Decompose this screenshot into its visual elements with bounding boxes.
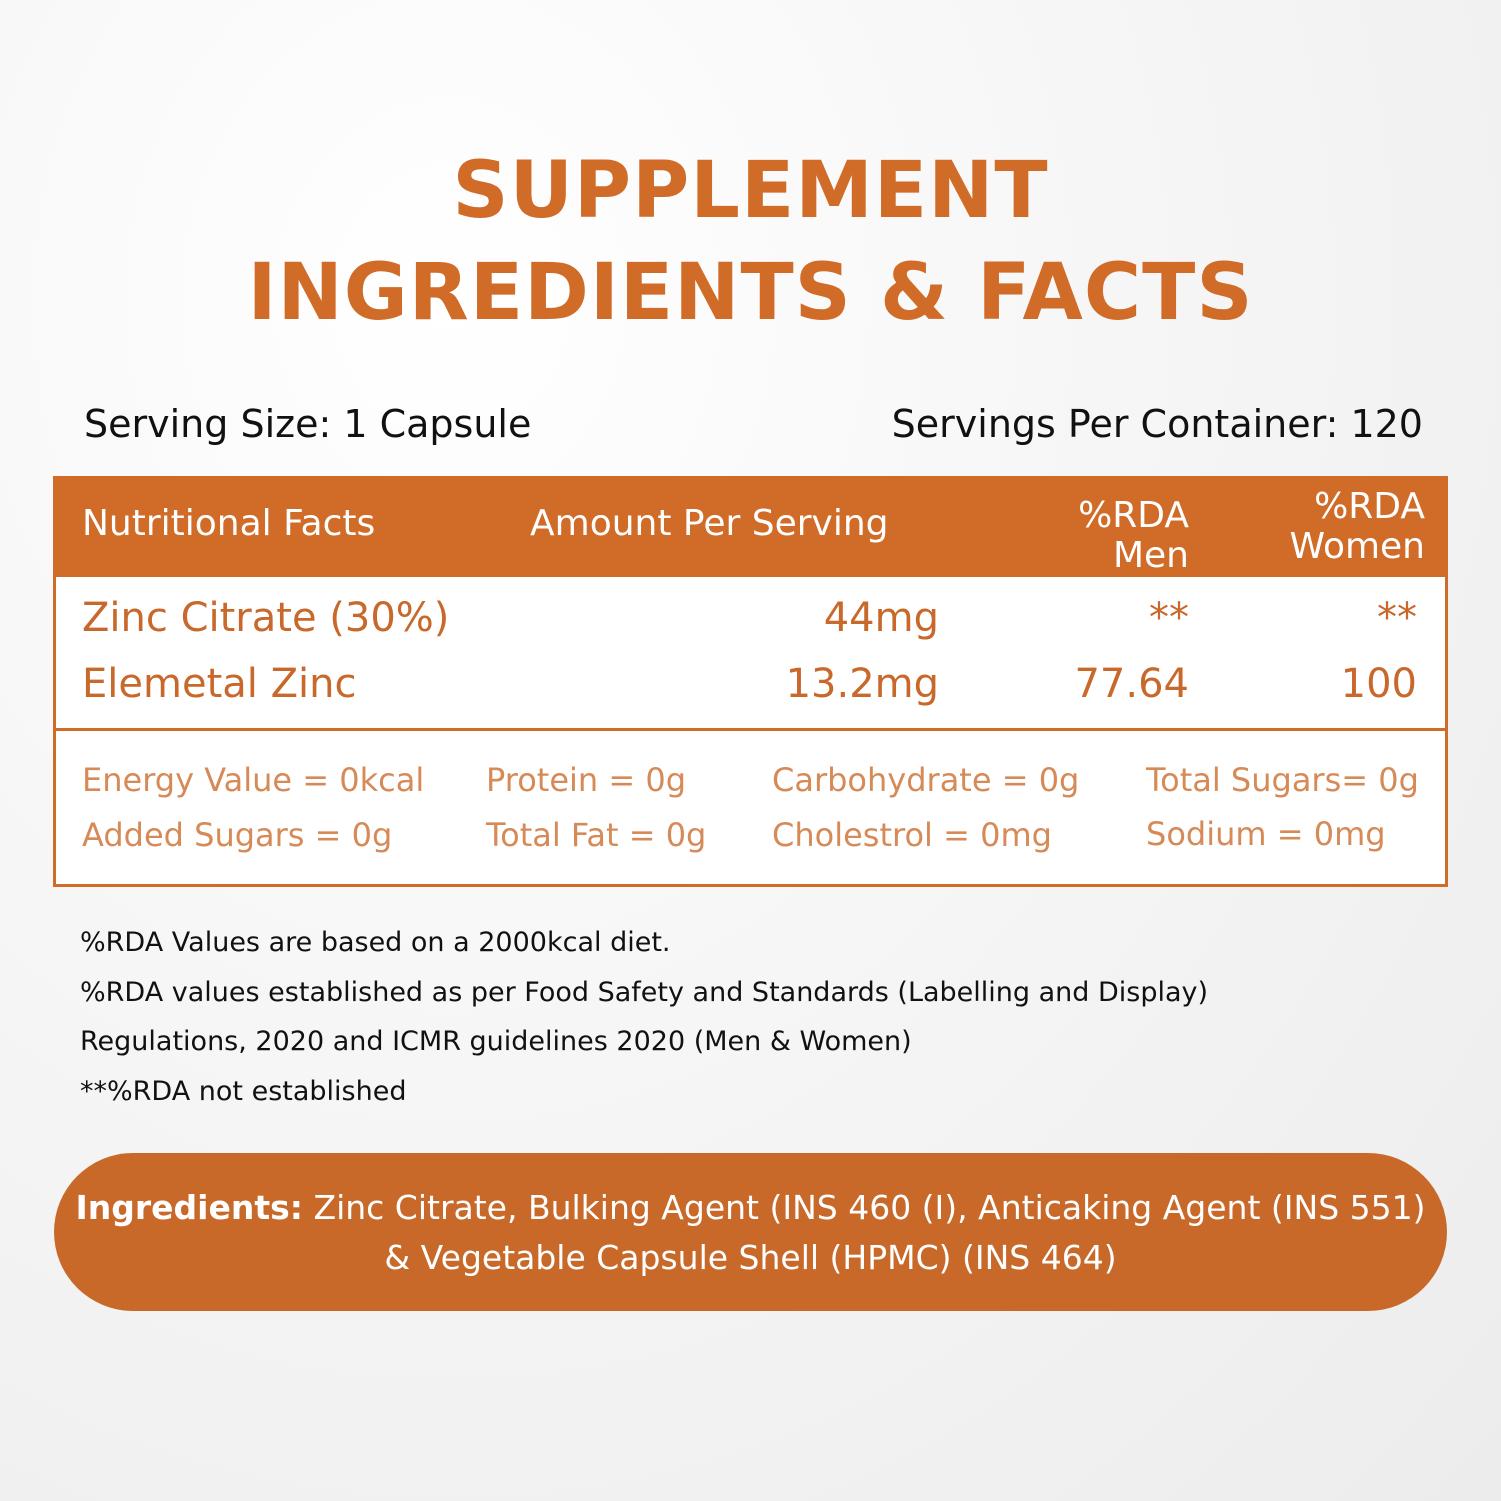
footnote: %RDA values established as per Food Safe… xyxy=(80,976,1209,1008)
header-amount-per-serving: Amount Per Serving xyxy=(530,503,889,544)
header-nutritional-facts: Nutritional Facts xyxy=(82,503,376,544)
ingredients-line-2: & Vegetable Capsule Shell (HPMC) (INS 46… xyxy=(384,1238,1117,1277)
header-rda-women-line1: %RDA xyxy=(1314,486,1425,527)
table-divider xyxy=(56,728,1445,731)
row-rda-men: 77.64 xyxy=(1074,661,1189,707)
title-line-1: SUPPLEMENT xyxy=(452,146,1049,236)
fact-carbohydrate: Carbohydrate = 0g xyxy=(772,761,1080,799)
fact-added-sugars: Added Sugars = 0g xyxy=(82,816,393,854)
fact-total-sugars: Total Sugars= 0g xyxy=(1146,761,1419,799)
fact-energy: Energy Value = 0kcal xyxy=(82,761,425,799)
ingredients-line-1: Zinc Citrate, Bulking Agent (INS 460 (I)… xyxy=(313,1188,1426,1227)
row-rda-women: ** xyxy=(1377,595,1417,641)
row-name: Zinc Citrate (30%) xyxy=(82,595,450,641)
fact-sodium: Sodium = 0mg xyxy=(1146,815,1386,853)
row-rda-men: ** xyxy=(1149,595,1189,641)
footnote: Regulations, 2020 and ICMR guidelines 20… xyxy=(80,1026,912,1057)
serving-size: Serving Size: 1 Capsule xyxy=(84,402,532,446)
row-rda-women: 100 xyxy=(1340,661,1417,707)
fact-total-fat: Total Fat = 0g xyxy=(486,816,707,854)
header-rda-men-line2: Men xyxy=(1112,535,1189,576)
nutrition-facts-grid: Energy Value = 0kcal Protein = 0g Carboh… xyxy=(56,731,1445,881)
table-header: Nutritional Facts Amount Per Serving %RD… xyxy=(56,479,1445,577)
header-rda-men: %RDA Men xyxy=(1078,496,1189,576)
ingredients-banner: Ingredients: Zinc Citrate, Bulking Agent… xyxy=(54,1153,1447,1311)
row-amount: 44mg xyxy=(823,595,939,641)
header-rda-women: %RDA Women xyxy=(1289,487,1425,567)
header-rda-women-line2: Women xyxy=(1289,526,1425,567)
footnote: **%RDA not established xyxy=(80,1075,407,1107)
footnotes: %RDA Values are based on a 2000kcal diet… xyxy=(80,918,1208,1116)
servings-per-container: Servings Per Container: 120 xyxy=(891,402,1423,446)
row-name: Elemetal Zinc xyxy=(82,661,357,707)
nutrition-table: Nutritional Facts Amount Per Serving %RD… xyxy=(53,476,1448,887)
table-row: Elemetal Zinc 13.2mg 77.64 100 xyxy=(56,661,1445,721)
fact-protein: Protein = 0g xyxy=(486,761,686,799)
header-rda-men-line1: %RDA xyxy=(1078,495,1189,536)
row-amount: 13.2mg xyxy=(785,661,939,707)
title-line-2: INGREDIENTS & FACTS xyxy=(247,248,1254,338)
page-title: SUPPLEMENT INGREDIENTS & FACTS xyxy=(0,140,1501,344)
fact-cholestrol: Cholestrol = 0mg xyxy=(772,816,1052,854)
footnote: %RDA Values are based on a 2000kcal diet… xyxy=(80,927,671,958)
ingredients-label: Ingredients: xyxy=(75,1188,303,1227)
table-row: Zinc Citrate (30%) 44mg ** ** xyxy=(56,595,1445,655)
